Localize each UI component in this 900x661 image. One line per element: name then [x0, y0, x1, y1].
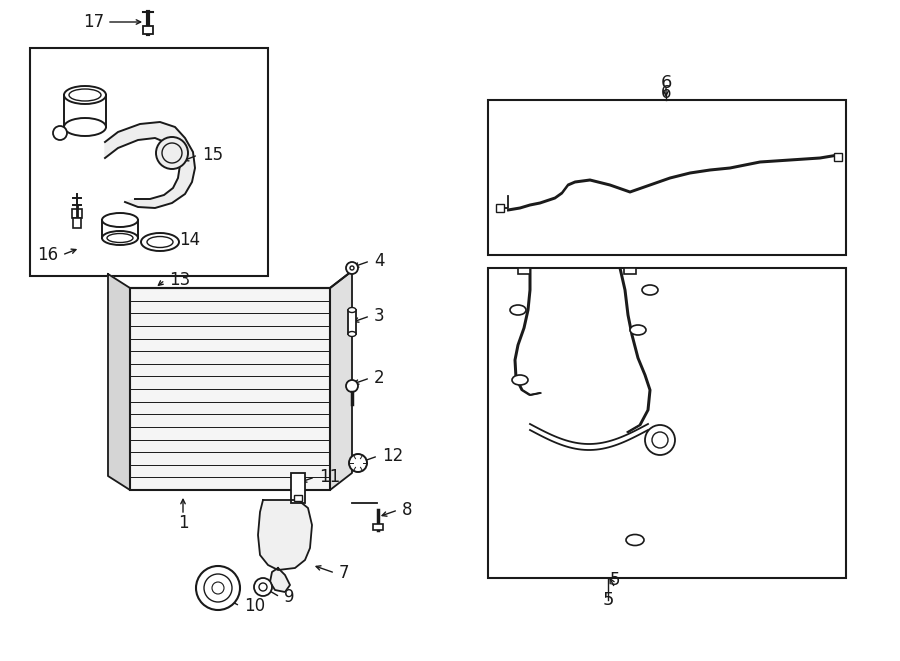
Text: 5: 5	[610, 571, 620, 589]
Text: 17: 17	[83, 13, 104, 31]
Polygon shape	[270, 568, 290, 592]
Text: 14: 14	[179, 231, 200, 249]
Ellipse shape	[510, 305, 526, 315]
Bar	[834, 153, 842, 161]
Bar	[73, 218, 81, 228]
Text: 9: 9	[284, 588, 294, 606]
Text: 2: 2	[374, 369, 384, 387]
Ellipse shape	[147, 237, 173, 247]
Ellipse shape	[630, 325, 646, 335]
Text: 4: 4	[374, 252, 384, 270]
Circle shape	[652, 432, 668, 448]
Polygon shape	[330, 271, 352, 490]
Circle shape	[162, 143, 182, 163]
Circle shape	[204, 574, 232, 602]
Text: 11: 11	[319, 468, 340, 486]
Ellipse shape	[141, 233, 179, 251]
Circle shape	[156, 137, 188, 169]
Text: 15: 15	[202, 146, 223, 164]
Bar	[496, 204, 504, 212]
Bar	[348, 310, 356, 334]
Bar	[294, 495, 302, 501]
Polygon shape	[108, 274, 130, 490]
Ellipse shape	[102, 231, 138, 245]
Text: 6: 6	[661, 84, 671, 102]
Text: 6: 6	[661, 74, 671, 92]
Circle shape	[346, 262, 358, 274]
Bar	[130, 288, 330, 490]
Ellipse shape	[69, 89, 101, 101]
Circle shape	[212, 582, 224, 594]
Bar	[624, 268, 636, 274]
Circle shape	[349, 454, 367, 472]
Circle shape	[645, 425, 675, 455]
Text: 10: 10	[244, 597, 266, 615]
Ellipse shape	[642, 285, 658, 295]
Bar	[488, 268, 846, 578]
Bar	[518, 268, 530, 274]
Ellipse shape	[107, 233, 133, 243]
Text: 12: 12	[382, 447, 403, 465]
Text: 1: 1	[177, 514, 188, 532]
Text: 16: 16	[37, 246, 58, 264]
Circle shape	[350, 266, 354, 270]
Bar	[373, 524, 383, 530]
Bar	[72, 209, 82, 218]
Ellipse shape	[348, 332, 356, 336]
Ellipse shape	[348, 307, 356, 313]
Circle shape	[196, 566, 240, 610]
Circle shape	[346, 380, 358, 392]
Text: 7: 7	[339, 564, 349, 582]
Ellipse shape	[64, 86, 106, 104]
Circle shape	[259, 583, 267, 591]
Bar	[143, 26, 153, 34]
Polygon shape	[258, 500, 312, 570]
Circle shape	[254, 578, 272, 596]
Bar	[30, 48, 268, 276]
Ellipse shape	[512, 375, 528, 385]
Polygon shape	[105, 122, 195, 208]
Text: 3: 3	[374, 307, 384, 325]
Bar	[488, 100, 846, 255]
Ellipse shape	[626, 535, 644, 545]
Ellipse shape	[102, 213, 138, 227]
Text: 5: 5	[602, 591, 614, 609]
Circle shape	[53, 126, 67, 140]
Text: 13: 13	[169, 271, 190, 289]
Ellipse shape	[64, 118, 106, 136]
Bar	[291, 473, 305, 503]
Text: 8: 8	[402, 501, 412, 519]
